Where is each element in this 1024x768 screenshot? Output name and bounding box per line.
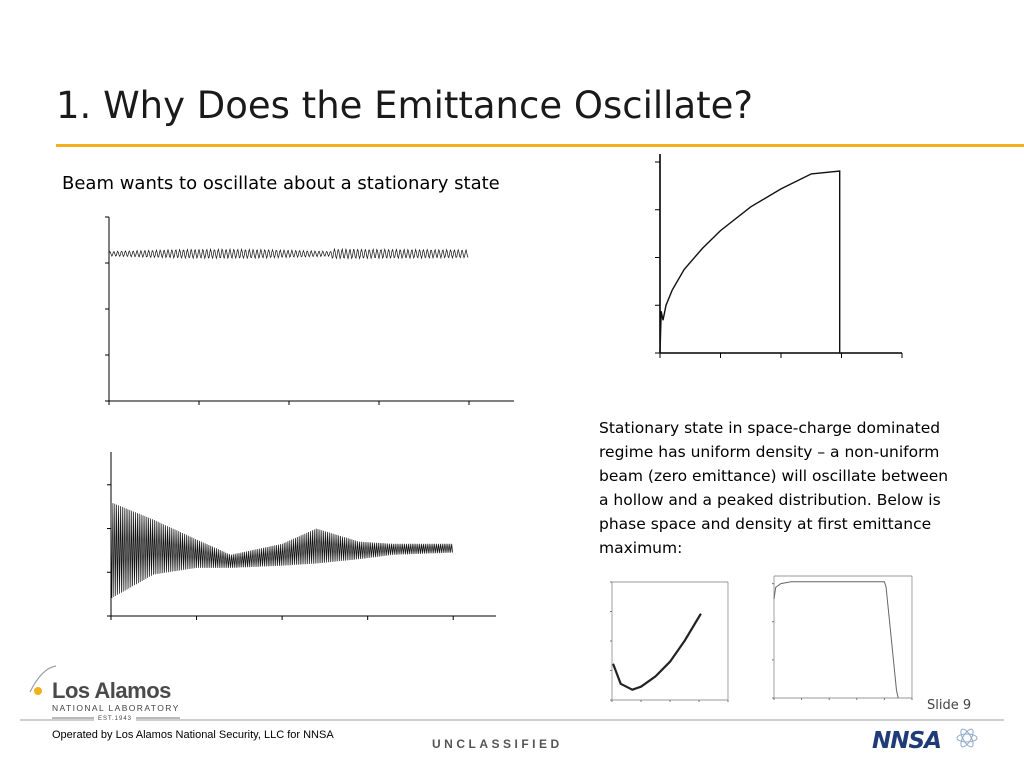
slide-title: 1. Why Does the Emittance Oscillate? [56,84,754,127]
classification-label: UNCLASSIFIED [432,737,563,751]
operated-by-text: Operated by Los Alamos National Security… [52,729,334,741]
logo-subtitle: NATIONAL LABORATORY [52,703,180,713]
description-text: Stationary state in space-charge dominat… [599,419,949,557]
scan-background [572,148,930,410]
radius-series-line [108,247,469,260]
logo-name: Los Alamos [52,678,171,703]
emittance-series-line [110,502,453,599]
slide-subtitle: Beam wants to oscillate about a stationa… [62,173,500,194]
emittance-vs-z-chart [107,452,496,620]
density-at-max-curve [773,581,899,699]
los-alamos-logo [29,665,180,719]
slide-number: Slide 9 [927,698,972,713]
density-at-max-chart [772,575,913,700]
radius-vs-z-chart [105,216,514,405]
title-underline [56,144,1024,147]
phase-space-chart [610,581,729,702]
footer-divider [20,719,1004,721]
density-series-line [659,170,841,354]
nnsa-emblem-icon [956,728,978,748]
logo-established: EST.1943 [94,716,137,722]
phase-space-curve [612,613,702,691]
current-density-chart [572,148,930,410]
nnsa-logo: NNSA [872,728,942,754]
